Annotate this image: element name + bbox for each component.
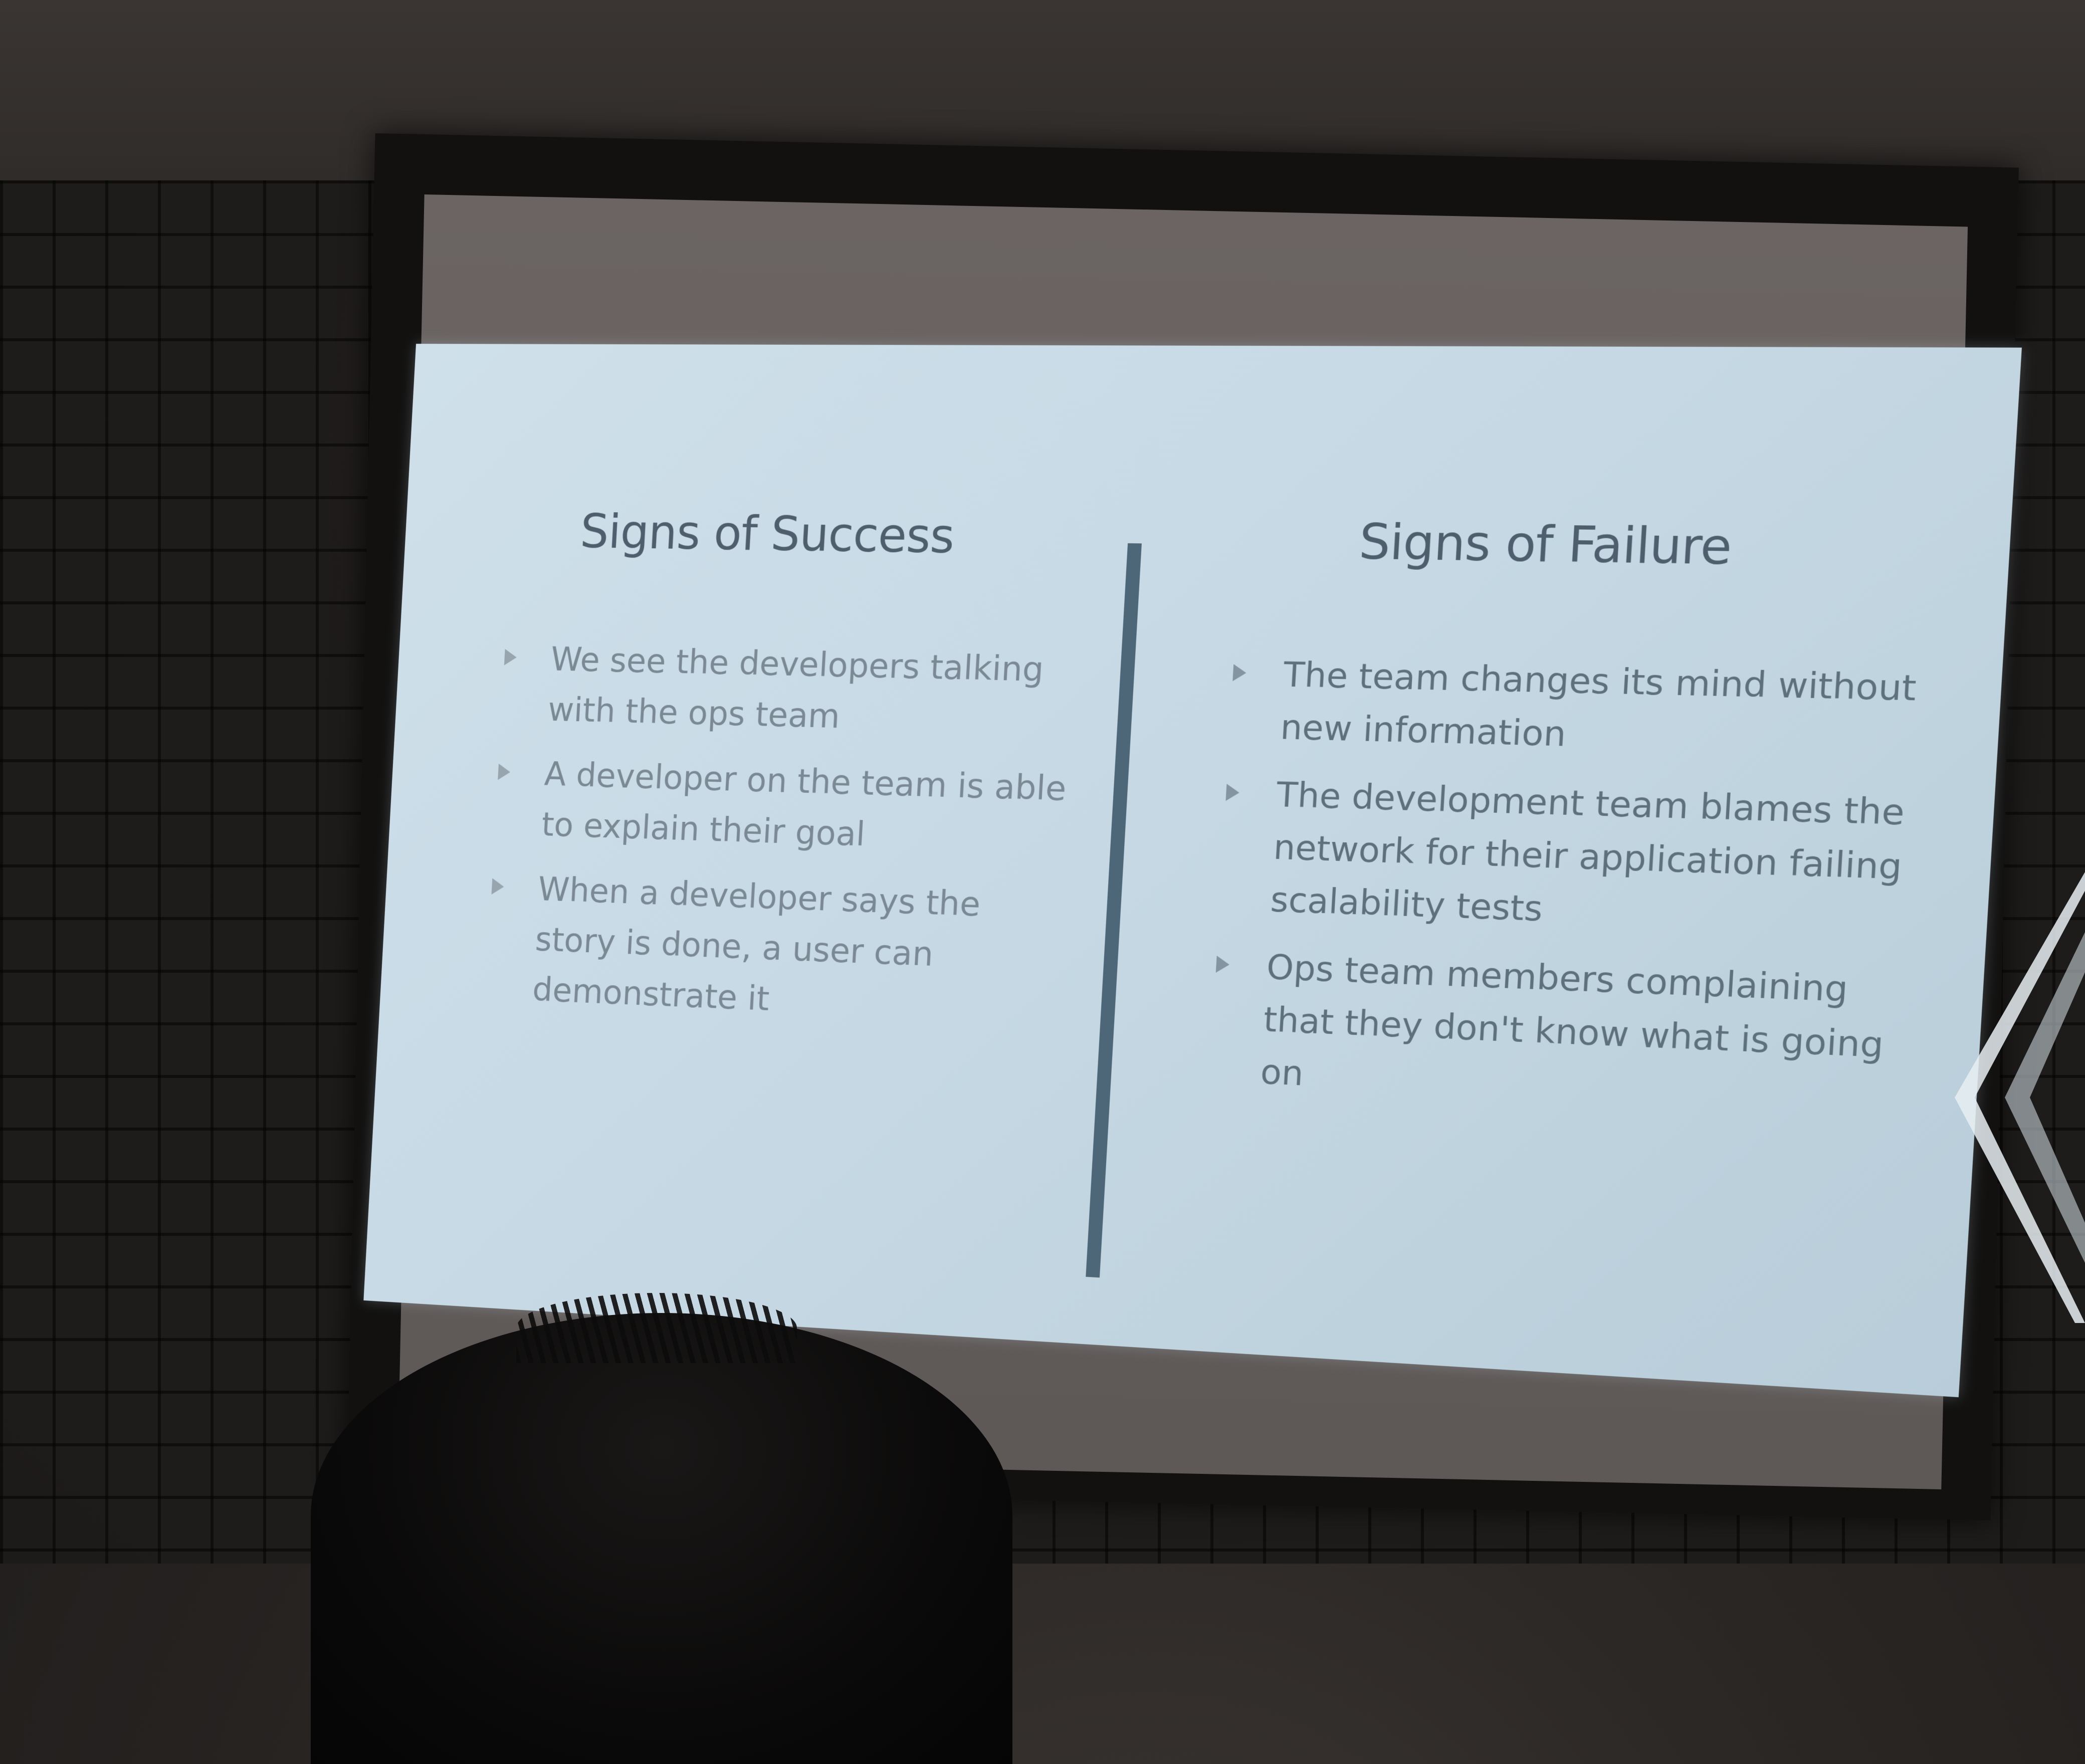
bullet-arrow-icon — [504, 649, 517, 666]
bullet-item: A developer on the team is able to expla… — [540, 749, 1073, 867]
bullet-item: The team changes its mind without new in… — [1279, 649, 1948, 771]
white-chevron-decoration — [1945, 872, 2085, 1323]
bullet-item: The development team blames the network … — [1269, 769, 1941, 950]
bullet-text: When a developer says the story is done,… — [531, 870, 981, 1018]
bullet-arrow-icon — [1226, 784, 1240, 801]
bullet-item: When a developer says the story is done,… — [531, 864, 1067, 1037]
column-divider — [1086, 543, 1142, 1277]
bullet-arrow-icon — [1232, 664, 1246, 682]
bullet-text: Ops team members complaining that they d… — [1260, 948, 1885, 1094]
left-column-title: Signs of Success — [460, 503, 1083, 566]
bullet-arrow-icon — [492, 878, 505, 895]
failure-bullet-list: The team changes its mind without new in… — [1258, 649, 1948, 1145]
right-column-title: Signs of Failure — [1209, 512, 1891, 578]
audience-head-silhouette — [311, 1313, 1012, 1764]
bullet-text: A developer on the team is able to expla… — [541, 755, 1068, 854]
bullet-arrow-icon — [1216, 956, 1230, 973]
bullet-item: We see the developers talking with the o… — [547, 634, 1080, 749]
bullet-text: The development team blames the network … — [1270, 775, 1906, 930]
presentation-slide: Signs of Success Signs of Failure We see… — [363, 344, 2022, 1397]
hair-silhouette — [516, 1293, 797, 1363]
bullet-text: The team changes its mind without new in… — [1280, 655, 1918, 755]
bullet-item: Ops team members complaining that they d… — [1259, 942, 1930, 1129]
success-bullet-list: We see the developers talking with the o… — [530, 634, 1080, 1052]
bullet-text: We see the developers talking with the o… — [547, 640, 1045, 736]
photo-scene: Signs of Success Signs of Failure We see… — [0, 0, 2085, 1564]
bullet-arrow-icon — [498, 764, 511, 780]
